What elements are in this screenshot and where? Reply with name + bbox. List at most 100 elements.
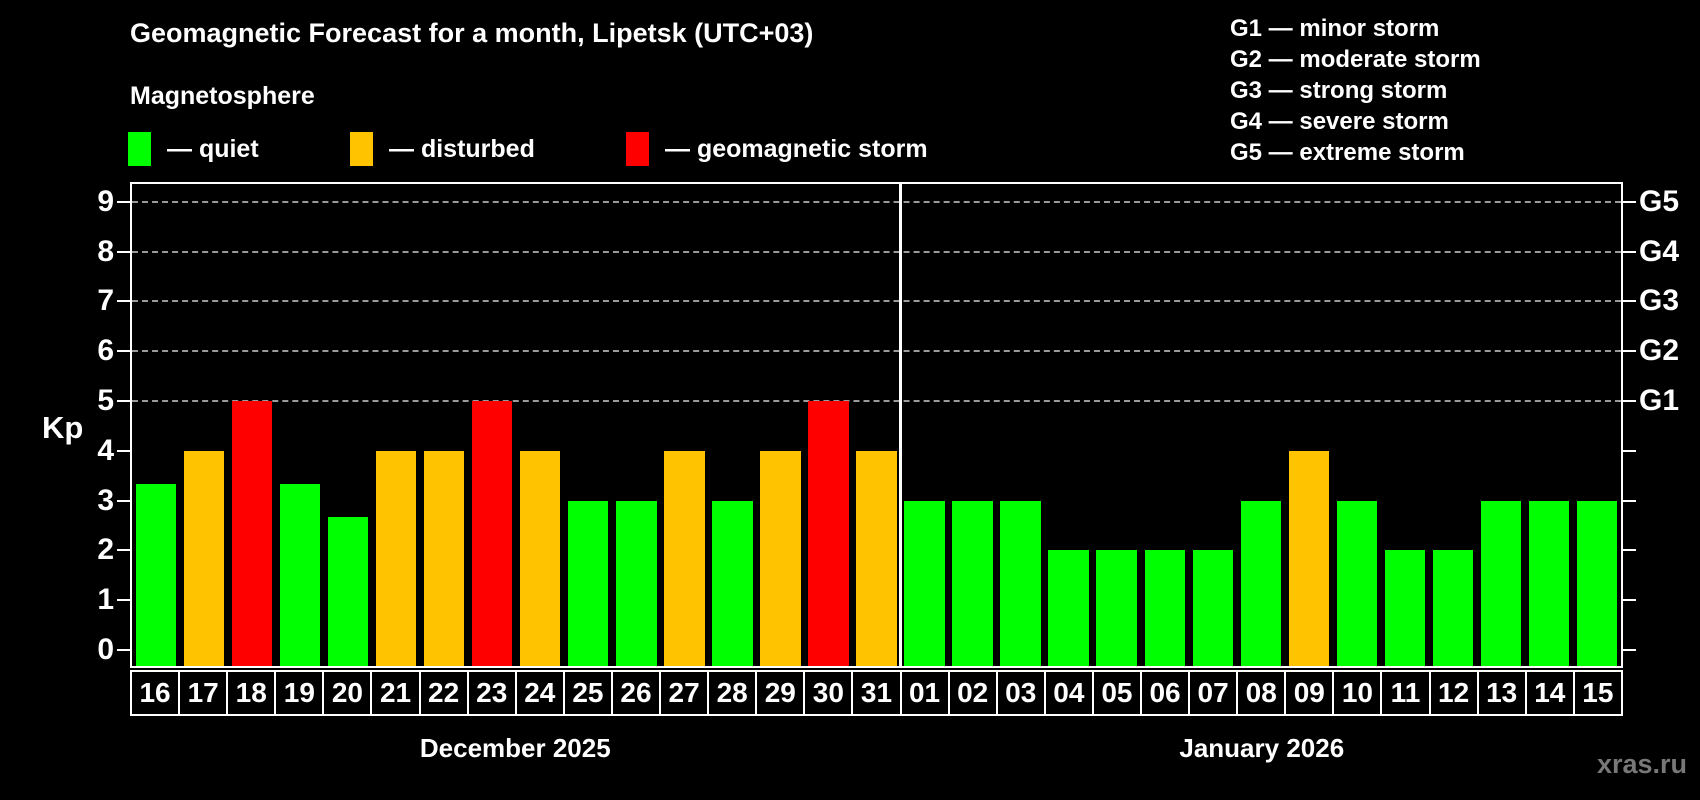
gridline-kp-5 [132, 400, 1621, 402]
kp-bar [183, 450, 225, 666]
day-label-cell: 21 [370, 670, 421, 716]
day-label-cell: 14 [1524, 670, 1575, 716]
kp-tick-label: 9 [97, 184, 114, 218]
day-label-cell: 11 [1380, 670, 1431, 716]
bar-slot [1429, 184, 1477, 666]
legend-label-quiet: — quiet [167, 134, 259, 163]
day-label-cell: 19 [274, 670, 325, 716]
right-axis-tick [1623, 449, 1636, 452]
bar-slot [564, 184, 612, 666]
g4-legend-line: G4 — severe storm [1230, 108, 1449, 135]
right-axis-tick [1623, 649, 1636, 651]
kp-bar [520, 450, 561, 666]
bar-slot [949, 184, 997, 666]
right-axis-tick [1623, 350, 1636, 353]
kp-bar [1288, 450, 1329, 666]
gridline-kp-9 [132, 200, 1621, 203]
day-label-cell: 03 [995, 670, 1046, 716]
day-label-cell: 01 [899, 670, 950, 716]
kp-bar [664, 450, 705, 666]
kp-bar [760, 450, 801, 666]
day-label-cell: 10 [1332, 670, 1383, 716]
kp-tick-label: 8 [97, 234, 114, 268]
watermark: xras.ru [1596, 749, 1687, 779]
bars-container [132, 184, 1621, 666]
day-label-cell: 29 [755, 670, 806, 716]
day-label-cell: 24 [514, 670, 565, 716]
bar-slot [324, 184, 372, 666]
kp-bar [808, 401, 849, 666]
kp-tick-label: 7 [97, 284, 114, 318]
g-scale-tick-label: G1 [1639, 384, 1680, 417]
bar-slot [1093, 184, 1141, 666]
month-label: January 2026 [1179, 733, 1345, 763]
kp-bar [376, 450, 417, 666]
bar-slot [1237, 184, 1285, 666]
left-axis-tick [117, 300, 130, 303]
right-axis-tick [1623, 549, 1636, 552]
day-label-cell: 16 [130, 670, 181, 716]
bar-slot [1285, 184, 1333, 666]
left-axis-tick [117, 400, 130, 402]
day-label-cell: 22 [418, 670, 469, 716]
right-axis-tick [1623, 300, 1636, 303]
legend-label-storm: — geomagnetic storm [665, 134, 928, 163]
page-title: Geomagnetic Forecast for a month, Lipets… [130, 18, 814, 48]
bar-slot [372, 184, 420, 666]
left-axis-tick [117, 549, 130, 552]
kp-bar [1480, 500, 1522, 666]
day-label-cell: 17 [178, 670, 229, 716]
gridline-kp-6 [132, 350, 1621, 353]
bar-slot [1333, 184, 1381, 666]
day-label-cell: 09 [1284, 670, 1335, 716]
day-label-cell: 28 [707, 670, 758, 716]
left-axis-tick [117, 599, 130, 602]
kp-bar [1096, 550, 1137, 666]
legend-label-disturbed: — disturbed [389, 134, 535, 163]
kp-axis-label: Kp [42, 410, 84, 445]
day-label-cell: 08 [1236, 670, 1287, 716]
magnetosphere-label: Magnetosphere [130, 82, 315, 110]
kp-bar [1336, 500, 1377, 666]
bar-slot [1573, 184, 1621, 666]
kp-bar [904, 500, 945, 666]
g-scale-tick-label: G5 [1639, 184, 1680, 218]
bar-slot [852, 184, 900, 666]
day-label-cell: 02 [947, 670, 998, 716]
kp-tick-label: 2 [97, 533, 114, 567]
bar-slot [756, 184, 804, 666]
bar-slot [132, 184, 180, 666]
left-axis-tick [117, 200, 130, 203]
g2-legend-line: G2 — moderate storm [1230, 46, 1481, 73]
right-axis-tick [1623, 400, 1636, 402]
kp-bar [1000, 500, 1041, 666]
bar-slot [276, 184, 324, 666]
day-label-cell: 25 [562, 670, 613, 716]
left-axis-tick [117, 250, 130, 253]
bar-slot [997, 184, 1045, 666]
kp-bar [231, 401, 273, 666]
g-scale-tick-label: G3 [1639, 284, 1680, 318]
kp-tick-label: 4 [97, 433, 114, 467]
bar-slot [228, 184, 276, 666]
right-axis-tick [1623, 250, 1636, 253]
day-label-cell: 30 [803, 670, 854, 716]
right-axis-tick [1623, 200, 1636, 203]
kp-bar [1048, 550, 1089, 666]
bar-slot [1381, 184, 1429, 666]
kp-tick-label: 3 [97, 483, 114, 517]
kp-bar [327, 517, 369, 666]
left-axis-tick [117, 499, 130, 502]
bar-slot [468, 184, 516, 666]
month-divider-line [899, 184, 903, 666]
kp-bar [616, 500, 657, 666]
day-label-cell: 04 [1043, 670, 1094, 716]
day-label-cell: 31 [851, 670, 902, 716]
kp-tick-label: 0 [97, 633, 114, 666]
day-label-cell: 13 [1476, 670, 1527, 716]
kp-bar [1384, 550, 1425, 666]
kp-bar [1192, 550, 1233, 666]
day-label-cell: 23 [466, 670, 517, 716]
quiet-color-swatch [128, 132, 151, 166]
kp-bar [856, 450, 897, 666]
